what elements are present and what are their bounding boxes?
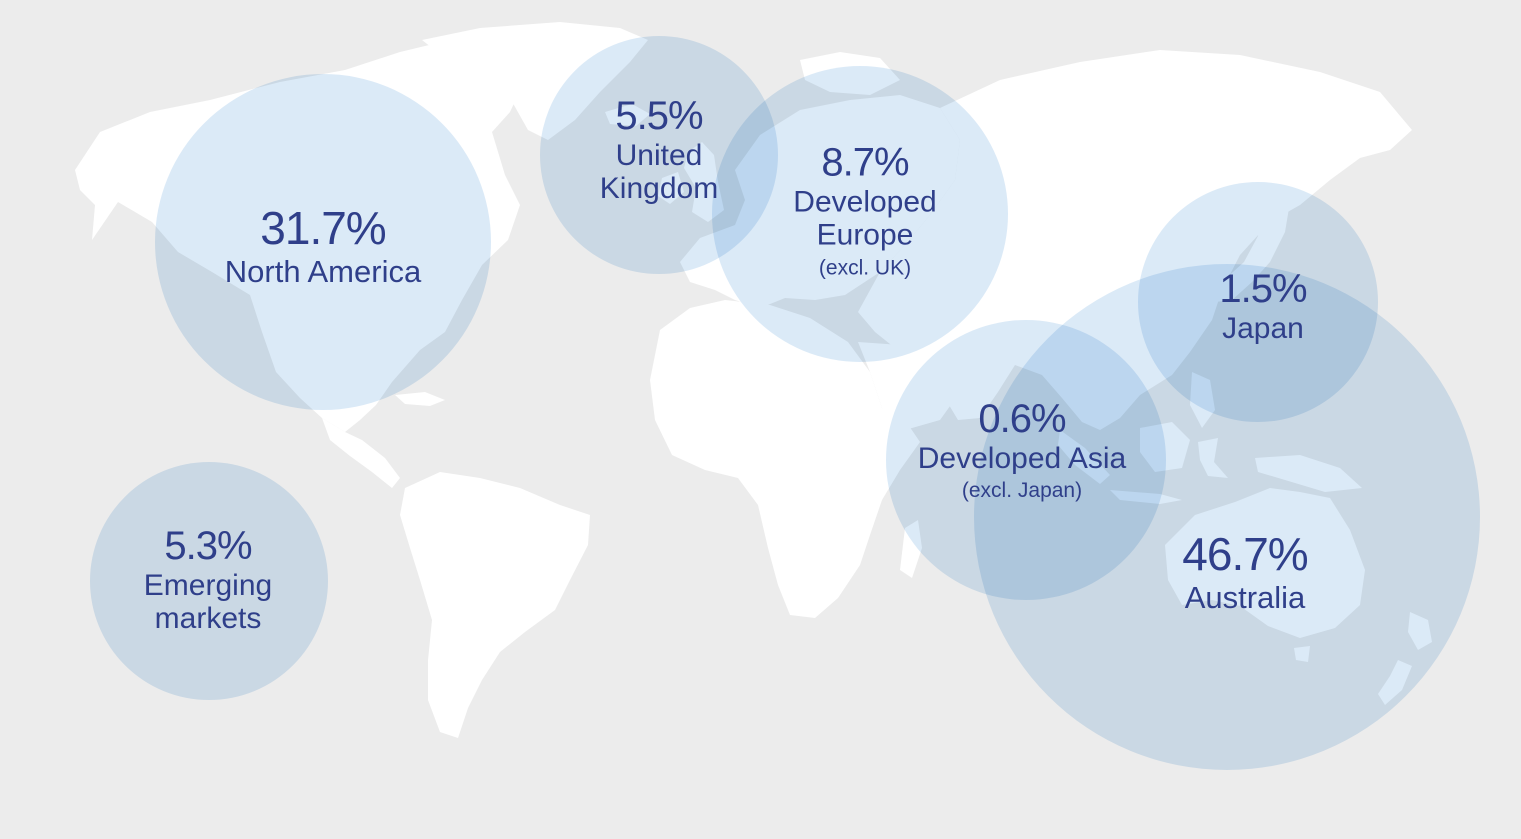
label-japan: 1.5% Japan [1219, 266, 1307, 345]
bubble-north-america [155, 74, 491, 410]
percent-value: 46.7% [1182, 527, 1308, 580]
landmass-south-america [400, 472, 590, 738]
percent-value: 1.5% [1219, 266, 1307, 311]
region-name: Europe [816, 218, 914, 252]
label-developed-europe: 8.7% Developed Europe (excl. UK) [793, 140, 936, 280]
percent-value: 5.5% [615, 94, 703, 139]
landmass-greenland [422, 22, 648, 140]
region-name: Australia [1184, 579, 1306, 615]
label-north-america: 31.7% North America [224, 201, 422, 289]
landmass-africa [650, 300, 920, 618]
landmass-central-america [322, 418, 400, 488]
region-name: markets [154, 602, 262, 636]
region-name: Emerging [143, 568, 273, 602]
region-name: Kingdom [599, 172, 719, 206]
region-note: (excl. Japan) [961, 479, 1083, 503]
region-name: United [615, 138, 703, 172]
region-name: Developed Asia [917, 441, 1127, 475]
percent-value: 5.3% [164, 524, 252, 569]
region-name: Japan [1222, 311, 1304, 345]
region-name: North America [224, 253, 422, 289]
label-australia: 46.7% Australia [1182, 527, 1308, 615]
region-note: (excl. UK) [818, 256, 912, 280]
percent-value: 8.7% [821, 140, 909, 185]
label-united-kingdom: 5.5% United Kingdom [600, 94, 718, 206]
label-emerging-markets: 5.3% Emerging markets [144, 524, 272, 636]
percent-value: 31.7% [260, 201, 386, 254]
region-name: Developed [793, 185, 937, 219]
bubble-emerging-markets [90, 462, 328, 700]
bubble-australia [974, 264, 1480, 770]
label-developed-asia: 0.6% Developed Asia (excl. Japan) [918, 397, 1126, 503]
landmass-caribbean [395, 392, 445, 406]
percent-value: 0.6% [978, 397, 1066, 442]
bubble-developed-europe [712, 66, 1008, 362]
